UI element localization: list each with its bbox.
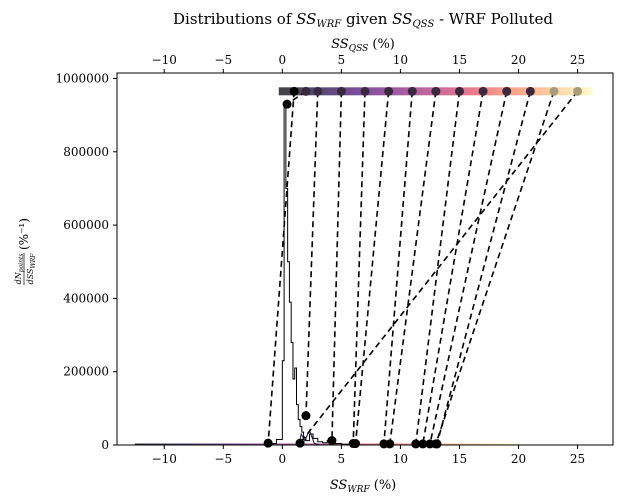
y-label-numerator: dNpoints: [14, 254, 25, 285]
y-tick-label: 0: [101, 438, 109, 452]
qss-point: [289, 86, 299, 96]
wrf-point: [301, 411, 311, 421]
x-tick-label: −5: [214, 452, 232, 466]
mapping-dashed-line: [354, 91, 390, 444]
mapping-dashed-line: [383, 91, 414, 444]
qss-point: [360, 86, 370, 96]
qss-point: [301, 86, 311, 96]
chart-title: Distributions of SSWRF given SSQSS - WRF…: [173, 10, 553, 30]
axes: −10 −5 0 5 10 15 20 25 −10 −5 0 5 10 15 20 25 0 200000 400…: [56, 53, 614, 466]
wrf-point: [431, 439, 441, 449]
qss-point: [525, 86, 535, 96]
qss-point: [454, 86, 464, 96]
histogram-step-line: [134, 103, 519, 446]
axes-frame: [116, 72, 614, 446]
qss-point: [407, 86, 417, 96]
qss-point: [478, 86, 488, 96]
mapping-dashed-line: [352, 91, 366, 444]
top-x-tick-label: 20: [511, 53, 526, 67]
x-tick-label: 0: [279, 452, 287, 466]
mapping-dashed-line: [267, 91, 295, 444]
wrf-point: [385, 439, 395, 449]
mapping-dashed-line: [331, 91, 343, 441]
wrf-point: [411, 439, 421, 449]
y-tick-label: 600000: [63, 218, 109, 232]
top-axis-label: SSQSS (%): [331, 37, 395, 54]
mapping-dashed-line: [435, 91, 555, 445]
x-tick-label: 5: [338, 452, 346, 466]
top-x-tick-label: 5: [338, 53, 346, 67]
y-tick-label: 800000: [63, 145, 109, 159]
qss-point: [502, 86, 512, 96]
qss-point: [336, 86, 346, 96]
top-x-tick-label: −10: [152, 53, 177, 67]
y-tick-label: 200000: [63, 365, 109, 379]
x-tick-label: 10: [393, 452, 408, 466]
qss-point: [549, 86, 559, 96]
y-label-denominator: dSSWRF: [26, 253, 37, 285]
top-x-tick-label: 10: [393, 53, 408, 67]
mapping-dashed-line: [389, 91, 437, 445]
x-tick-label: 25: [570, 452, 585, 466]
wrf-point: [282, 99, 292, 109]
qss-point: [573, 86, 583, 96]
top-x-tick-label: 25: [570, 53, 585, 67]
top-x-tick-label: 15: [452, 53, 467, 67]
mapping-dashed-line: [305, 91, 319, 416]
mapping-dashed-line: [299, 90, 579, 444]
wrf-point: [263, 438, 273, 448]
y-axis-label: dNpoints dSSWRF (%⁻¹): [14, 218, 37, 285]
top-x-tick-label: 0: [279, 53, 287, 67]
histogram-secondary-line: [298, 429, 321, 446]
wrf-point: [351, 439, 361, 449]
mapping-dashed-line: [429, 91, 508, 445]
qss-point: [384, 86, 394, 96]
y-tick-label: 400000: [63, 291, 109, 305]
x-tick-label: −10: [152, 452, 177, 466]
top-x-tick-label: −5: [214, 53, 232, 67]
qss-point: [431, 86, 441, 96]
qss-point: [313, 86, 323, 96]
x-axis-label: SSWRF (%): [330, 478, 397, 495]
wrf-point: [418, 439, 428, 449]
y-tick-label: 1000000: [56, 71, 109, 85]
wrf-point: [295, 438, 305, 448]
wrf-point: [327, 436, 337, 446]
x-tick-label: 15: [452, 452, 467, 466]
mapping-dashed-line: [436, 91, 532, 445]
y-label-unit: (%⁻¹): [17, 218, 31, 250]
plot-area: [134, 86, 593, 449]
x-tick-label: 20: [511, 452, 526, 466]
